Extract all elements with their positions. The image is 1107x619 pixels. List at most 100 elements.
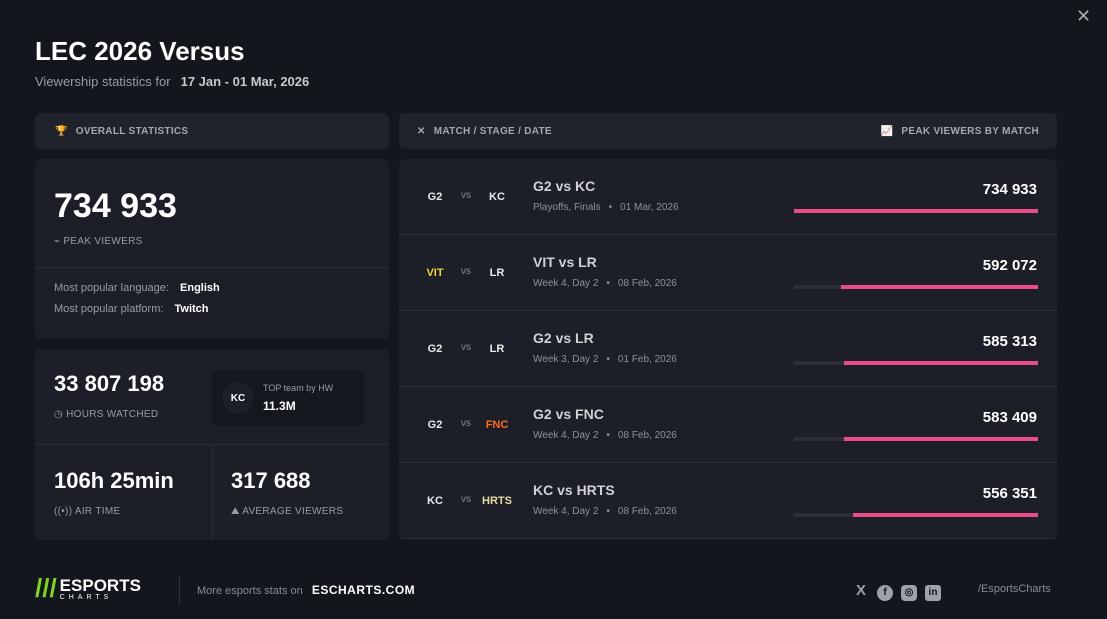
peak-bar-track bbox=[794, 361, 1038, 365]
match-title: G2 vs KC bbox=[533, 178, 596, 194]
match-row[interactable]: VIT vs LR VIT vs LR Week 4, Day 2 • 08 Feb… bbox=[399, 235, 1057, 311]
team-logo-icon: G2 bbox=[427, 343, 443, 355]
team-logo-icon: FNC bbox=[485, 419, 509, 431]
air-time-value: 106h 25min bbox=[54, 468, 174, 493]
chart-icon: ⛰ bbox=[231, 506, 243, 517]
site-link[interactable]: ESCHARTS.COM bbox=[311, 583, 416, 597]
date: 08 Feb, 2026 bbox=[617, 430, 677, 441]
peak-bar-fill bbox=[843, 361, 1038, 365]
top-team-value: 11.3M bbox=[263, 399, 296, 413]
brand-text: ESPORTS bbox=[59, 575, 141, 595]
esports-charts-logo: /// ESPORTS CHARTS bbox=[35, 573, 141, 604]
kc-logo-icon: KC bbox=[222, 382, 254, 414]
peak-value: 556 351 bbox=[982, 485, 1037, 502]
match-list: G2 vs KC G2 vs KC Playoffs, Finals • 01 Ma… bbox=[399, 159, 1057, 540]
team-logo-icon: LR bbox=[489, 267, 505, 279]
team-logo-icon: G2 bbox=[427, 191, 443, 203]
match-stage: Week 4, Day 2 • 08 Feb, 2026 bbox=[533, 506, 677, 517]
social-handle: /EsportsCharts bbox=[978, 583, 1051, 595]
peak-viewers-value: 734 933 bbox=[54, 187, 177, 225]
chart-icon: ⌁ bbox=[54, 236, 64, 247]
peak-bar-fill bbox=[841, 285, 1038, 289]
swords-icon: ✕ bbox=[417, 125, 426, 137]
match-stage: Playoffs, Finals • 01 Mar, 2026 bbox=[533, 202, 679, 213]
match-title: G2 vs FNC bbox=[533, 406, 604, 422]
matches-left-label: MATCH / STAGE / DATE bbox=[433, 125, 552, 137]
match-title: KC vs HRTS bbox=[533, 482, 615, 498]
close-button[interactable]: ✕ bbox=[1076, 6, 1092, 26]
broadcast-icon: ((•)) bbox=[54, 506, 75, 517]
instagram-icon[interactable]: ◎ bbox=[901, 585, 917, 601]
peak-bar-track bbox=[794, 513, 1038, 517]
avg-viewers-value: 317 688 bbox=[231, 468, 311, 493]
platform-label: Most popular platform: bbox=[54, 303, 164, 315]
match-row[interactable]: G2 vs LR G2 vs LR Week 3, Day 2 • 01 Feb, … bbox=[399, 311, 1057, 387]
chart-icon: 📈 bbox=[880, 125, 894, 137]
team-logo-icon: G2 bbox=[427, 419, 443, 431]
match-stage: Week 4, Day 2 • 08 Feb, 2026 bbox=[533, 430, 677, 441]
stage: Week 4, Day 2 bbox=[533, 506, 599, 517]
vs-label: vs bbox=[461, 418, 471, 429]
peak-bar-track bbox=[794, 437, 1038, 441]
subtitle: Viewership statistics for 17 Jan - 01 Mar… bbox=[35, 74, 309, 89]
peak-value: 585 313 bbox=[982, 333, 1037, 350]
brand-sub: CHARTS bbox=[59, 593, 113, 601]
stage: Week 4, Day 2 bbox=[533, 430, 599, 441]
stats-card: 33 807 198 ◷ HOURS WATCHED KC TOP team b… bbox=[35, 349, 389, 540]
match-row[interactable]: G2 vs KC G2 vs KC Playoffs, Finals • 01 Ma… bbox=[399, 159, 1057, 235]
match-title: VIT vs LR bbox=[533, 254, 597, 270]
more-text: More esports stats on bbox=[197, 585, 303, 597]
clock-icon: ◷ bbox=[54, 409, 67, 420]
peak-viewers-label: ⌁ PEAK VIEWERS bbox=[54, 236, 143, 247]
hours-label-text: HOURS WATCHED bbox=[66, 409, 159, 420]
date: 01 Feb, 2026 bbox=[617, 354, 677, 365]
match-stage: Week 4, Day 2 • 08 Feb, 2026 bbox=[533, 278, 677, 289]
avg-label-text: AVERAGE VIEWERS bbox=[242, 506, 344, 517]
platform-value: Twitch bbox=[174, 303, 209, 315]
peak-value: 583 409 bbox=[982, 409, 1037, 426]
subtitle-prefix: Viewership statistics for bbox=[35, 74, 171, 89]
platform-row: Most popular platform: Twitch bbox=[54, 303, 209, 315]
linkedin-icon[interactable]: in bbox=[925, 585, 941, 601]
peak-bar-track bbox=[794, 285, 1038, 289]
date: 08 Feb, 2026 bbox=[617, 278, 677, 289]
peak-label-text: PEAK VIEWERS bbox=[63, 236, 143, 247]
logo-mark-icon: /// bbox=[35, 573, 57, 603]
language-label: Most popular language: bbox=[54, 282, 169, 294]
vs-label: vs bbox=[461, 190, 471, 201]
date-range: 17 Jan - 01 Mar, 2026 bbox=[180, 74, 310, 89]
match-row[interactable]: KC vs HRTS KC vs HRTS Week 4, Day 2 • 08 F… bbox=[399, 463, 1057, 539]
air-time-label: ((•)) AIR TIME bbox=[54, 506, 120, 517]
language-value: English bbox=[180, 282, 220, 294]
page-title: LEC 2026 Versus bbox=[35, 36, 245, 66]
overall-label: OVERALL STATISTICS bbox=[75, 125, 189, 137]
stage: Playoffs, Finals bbox=[533, 202, 601, 213]
x-icon[interactable]: X bbox=[855, 582, 866, 599]
stage: Week 4, Day 2 bbox=[533, 278, 599, 289]
language-row: Most popular language: English bbox=[54, 282, 220, 294]
date: 08 Feb, 2026 bbox=[617, 506, 677, 517]
team-logo-icon: VIT bbox=[426, 267, 444, 279]
date: 01 Mar, 2026 bbox=[620, 202, 679, 213]
peak-bar-fill bbox=[794, 209, 1038, 213]
air-label-text: AIR TIME bbox=[74, 506, 121, 517]
vs-label: vs bbox=[461, 342, 471, 353]
peak-bar-track bbox=[794, 209, 1038, 213]
overall-stats-header: 🏆 OVERALL STATISTICS bbox=[35, 113, 389, 149]
peak-bar-fill bbox=[844, 437, 1038, 441]
match-row[interactable]: G2 vs FNC G2 vs FNC Week 4, Day 2 • 08 Feb… bbox=[399, 387, 1057, 463]
vs-label: vs bbox=[461, 266, 471, 277]
facebook-icon[interactable]: f bbox=[877, 585, 893, 601]
team-logo-icon: HRTS bbox=[482, 495, 512, 507]
team-logo-icon: LR bbox=[489, 343, 505, 355]
peak-bar-fill bbox=[853, 513, 1038, 517]
match-stage: Week 3, Day 2 • 01 Feb, 2026 bbox=[533, 354, 677, 365]
peak-value: 592 072 bbox=[982, 257, 1037, 274]
hours-watched-value: 33 807 198 bbox=[54, 371, 165, 396]
match-title: G2 vs LR bbox=[533, 330, 594, 346]
trophy-icon: 🏆 bbox=[55, 125, 68, 137]
hours-watched-label: ◷ HOURS WATCHED bbox=[54, 409, 158, 420]
stage: Week 3, Day 2 bbox=[533, 354, 599, 365]
top-team-box: KC TOP team by HW 11.3M bbox=[212, 370, 364, 426]
